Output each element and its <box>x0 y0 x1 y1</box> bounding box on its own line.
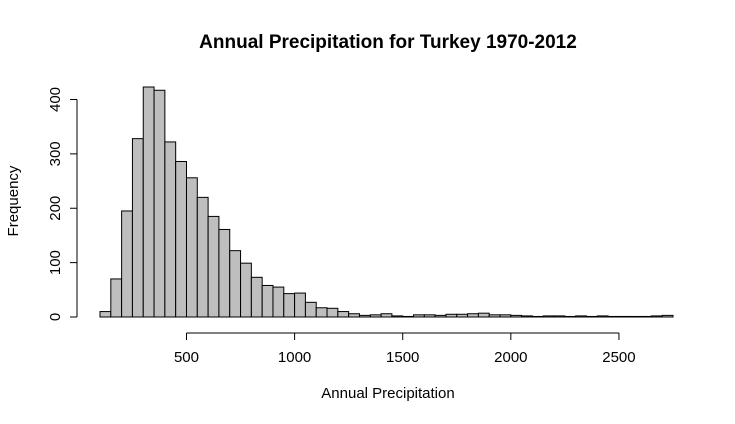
histogram-bar <box>207 215 220 318</box>
x-tick-label: 1000 <box>278 349 311 366</box>
histogram-bar <box>175 160 187 318</box>
histogram-bar <box>553 315 566 318</box>
x-axis: 500 1000 1500 2000 2500 <box>174 332 636 366</box>
histogram-bar <box>413 314 425 318</box>
histogram-bar <box>294 292 306 318</box>
histogram-bar <box>315 307 328 318</box>
histogram-bar <box>618 315 631 318</box>
histogram-bar <box>456 313 469 318</box>
histogram-bar <box>142 86 155 318</box>
y-axis: 0 100 200 300 400 <box>47 87 78 321</box>
histogram-bar <box>391 315 404 318</box>
histogram-bar <box>218 228 231 318</box>
histogram-bar <box>423 314 436 318</box>
histogram-bar <box>229 250 242 318</box>
histogram-bar <box>369 314 382 318</box>
histogram-bar <box>261 284 274 318</box>
histogram-bar <box>402 315 415 318</box>
histogram-bar <box>661 314 674 318</box>
histogram-bar <box>586 315 598 318</box>
histogram-bar <box>240 262 252 318</box>
histogram-bar <box>467 313 479 318</box>
histogram-bar <box>650 315 663 318</box>
chart-title: Annual Precipitation for Turkey 1970-201… <box>199 32 577 53</box>
histogram-bar <box>477 312 490 318</box>
histogram-bar <box>153 89 166 318</box>
histogram-bar <box>596 315 609 318</box>
histogram-bar <box>196 196 209 318</box>
y-tick-label: 0 <box>47 313 64 321</box>
histogram-bar <box>434 314 447 318</box>
histogram-bar <box>337 311 350 318</box>
histogram-bar <box>185 177 198 318</box>
histogram-bar <box>629 315 642 318</box>
y-tick-label: 200 <box>47 196 64 221</box>
x-tick-label: 2500 <box>602 349 635 366</box>
y-tick-label: 400 <box>47 87 64 112</box>
histogram-bar <box>488 314 501 318</box>
histogram-bar <box>272 286 285 318</box>
x-tick-label: 500 <box>174 349 199 366</box>
histogram-bar <box>380 313 393 318</box>
histogram-bar <box>358 314 371 318</box>
y-axis-label: Frequency <box>5 165 22 236</box>
x-tick-label: 1500 <box>386 349 419 366</box>
histogram-bar <box>304 301 317 318</box>
histogram-bar <box>283 293 296 318</box>
histogram-bar <box>640 315 652 318</box>
histogram-bar <box>445 313 458 318</box>
histogram-bar <box>121 210 133 318</box>
y-tick-label: 300 <box>47 141 64 166</box>
histogram-bar <box>499 314 512 318</box>
histogram-bar <box>348 313 360 318</box>
x-axis-label: Annual Precipitation <box>321 385 454 402</box>
histogram-bar <box>575 315 588 318</box>
histogram-bar <box>164 141 177 318</box>
histogram-bar <box>607 315 620 318</box>
histogram-bar <box>521 315 533 318</box>
histogram-bar <box>131 138 144 318</box>
histogram-bar <box>564 315 577 318</box>
histogram-bar <box>99 311 112 318</box>
x-tick-label: 2000 <box>494 349 527 366</box>
histogram-bar <box>326 307 339 318</box>
histogram-bar <box>110 278 123 318</box>
histogram-bars <box>99 86 674 318</box>
histogram-bar <box>510 314 523 318</box>
y-tick-label: 100 <box>47 250 64 275</box>
histogram-bar <box>250 276 263 318</box>
histogram-bar <box>531 315 544 318</box>
histogram-bar <box>542 315 555 318</box>
